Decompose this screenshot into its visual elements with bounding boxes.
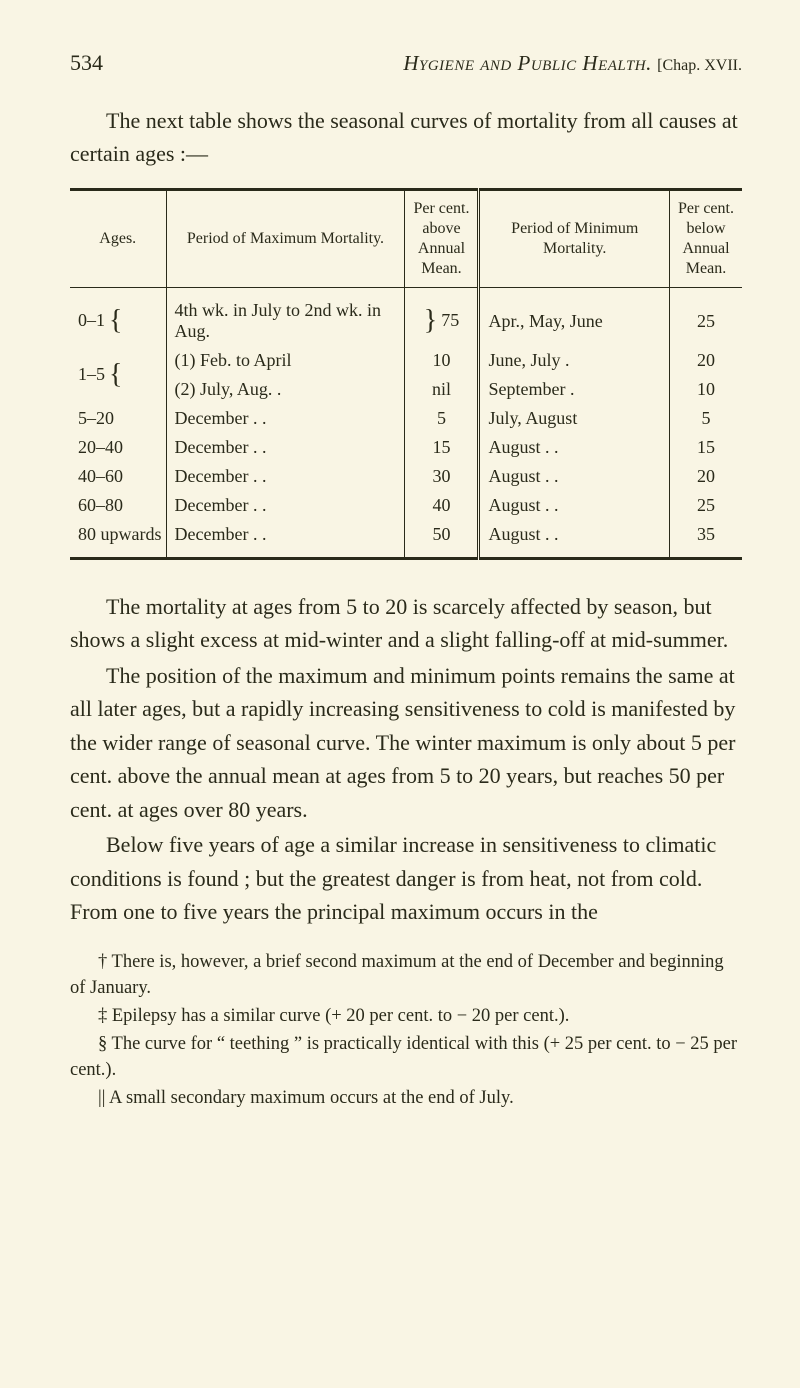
cell-min: June, July . <box>479 346 670 375</box>
cell-pctmax: 40 <box>405 491 479 520</box>
col-period-min: Period of Minimum Mortality. <box>479 190 670 288</box>
footnote: § The curve for “ teething ” is practica… <box>70 1032 742 1084</box>
cell-age: 20–40 <box>70 433 166 462</box>
cell-max: December . . <box>166 404 405 433</box>
cell-age: 1–5 { <box>70 346 166 404</box>
cell-min: August . . <box>479 433 670 462</box>
intro-paragraph: The next table shows the seasonal curves… <box>70 104 742 170</box>
cell-pctmax: 15 <box>405 433 479 462</box>
table-header-row: Ages. Period of Maximum Mortality. Per c… <box>70 190 742 288</box>
cell-max: December . . <box>166 520 405 559</box>
table-row: 20–40 December . . 15 August . . 15 <box>70 433 742 462</box>
cell-age: 0–1 { <box>70 288 166 347</box>
cell-max: December . . <box>166 491 405 520</box>
cell-min: July, August <box>479 404 670 433</box>
brace-icon: } <box>424 310 437 332</box>
col-pct-max: Per cent. above Annual Mean. <box>405 190 479 288</box>
book-page: 534 Hygiene and Public Health. [Chap. XV… <box>0 0 800 1174</box>
cell-pctmax: nil <box>405 375 479 404</box>
cell-max: (2) July, Aug. . <box>166 375 405 404</box>
running-title-wrap: Hygiene and Public Health. [Chap. XVII. <box>403 51 742 76</box>
cell-pctmin: 20 <box>670 462 743 491</box>
table-row: 60–80 December . . 40 August . . 25 <box>70 491 742 520</box>
footnote: † There is, however, a brief second maxi… <box>70 950 742 1002</box>
cell-max: December . . <box>166 462 405 491</box>
table-row: 0–1 { 4th wk. in July to 2nd wk. in Aug.… <box>70 288 742 347</box>
cell-pctmin: 5 <box>670 404 743 433</box>
cell-max: 4th wk. in July to 2nd wk. in Aug. <box>166 288 405 347</box>
footnotes: † There is, however, a brief second maxi… <box>70 950 742 1111</box>
table-row: 40–60 December . . 30 August . . 20 <box>70 462 742 491</box>
cell-min: August . . <box>479 520 670 559</box>
col-pct-min: Per cent. below Annual Mean. <box>670 190 743 288</box>
age-label: 0–1 <box>78 310 105 331</box>
age-label: 1–5 <box>78 364 105 385</box>
cell-max: (1) Feb. to April <box>166 346 405 375</box>
cell-max: December . . <box>166 433 405 462</box>
cell-pctmin: 35 <box>670 520 743 559</box>
cell-pctmin: 10 <box>670 375 743 404</box>
cell-pctmax: 10 <box>405 346 479 375</box>
cell-pctmin: 25 <box>670 491 743 520</box>
body-paragraph: The position of the maximum and minimum … <box>70 659 742 826</box>
brace-icon: { <box>109 364 122 386</box>
cell-age: 40–60 <box>70 462 166 491</box>
cell-pctmax: } 75 <box>405 288 479 347</box>
cell-pctmin: 25 <box>670 288 743 347</box>
cell-age: 60–80 <box>70 491 166 520</box>
table-row: 5–20 December . . 5 July, August 5 <box>70 404 742 433</box>
cell-pctmax: 30 <box>405 462 479 491</box>
brace-icon: { <box>109 310 122 332</box>
running-head: 534 Hygiene and Public Health. [Chap. XV… <box>70 50 742 76</box>
footnote: || A small secondary maximum occurs at t… <box>70 1086 742 1112</box>
cell-pctmax: 5 <box>405 404 479 433</box>
table-row: 80 upwards December . . 50 August . . 35 <box>70 520 742 559</box>
body-paragraph: The mortality at ages from 5 to 20 is sc… <box>70 590 742 657</box>
body-paragraph: Below five years of age a similar increa… <box>70 828 742 928</box>
cell-age: 5–20 <box>70 404 166 433</box>
cell-min: September . <box>479 375 670 404</box>
col-ages: Ages. <box>70 190 166 288</box>
cell-pctmax: 50 <box>405 520 479 559</box>
cell-pctmin: 15 <box>670 433 743 462</box>
table-row: 1–5 { (1) Feb. to April 10 June, July . … <box>70 346 742 375</box>
cell-min: Apr., May, June <box>479 288 670 347</box>
running-title: Hygiene and Public Health. <box>403 51 652 75</box>
running-title-text: Hygiene and Public Health. <box>403 51 652 75</box>
cell-min: August . . <box>479 462 670 491</box>
mortality-table: Ages. Period of Maximum Mortality. Per c… <box>70 188 742 560</box>
cell-min: August . . <box>479 491 670 520</box>
col-period-max: Period of Maximum Mortality. <box>166 190 405 288</box>
footnote: ‡ Epilepsy has a similar curve (+ 20 per… <box>70 1004 742 1030</box>
cell-pctmin: 20 <box>670 346 743 375</box>
cell-age: 80 upwards <box>70 520 166 559</box>
pctmax-value: 75 <box>441 310 459 331</box>
chapter-reference: [Chap. XVII. <box>657 57 742 74</box>
table-row: (2) July, Aug. . nil September . 10 <box>70 375 742 404</box>
page-number: 534 <box>70 50 103 76</box>
